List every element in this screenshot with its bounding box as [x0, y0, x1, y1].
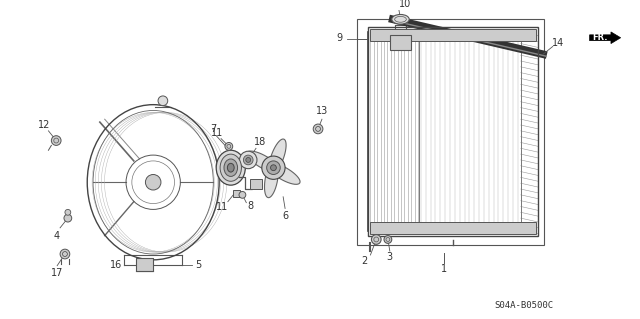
Text: 2: 2 [362, 256, 368, 266]
Circle shape [158, 96, 168, 106]
Circle shape [313, 124, 323, 134]
Text: 1: 1 [440, 263, 447, 274]
Ellipse shape [216, 150, 245, 185]
Polygon shape [269, 139, 286, 174]
Ellipse shape [224, 159, 237, 176]
Circle shape [243, 155, 253, 165]
Text: 11: 11 [211, 128, 223, 138]
Text: 12: 12 [38, 120, 51, 130]
Circle shape [64, 214, 72, 222]
Circle shape [239, 191, 246, 198]
Ellipse shape [220, 154, 241, 181]
Text: 10: 10 [399, 0, 412, 9]
Bar [250, 179, 262, 189]
Ellipse shape [392, 14, 409, 24]
Polygon shape [247, 151, 280, 173]
Circle shape [271, 165, 276, 171]
Circle shape [239, 151, 257, 169]
Polygon shape [268, 163, 300, 184]
Circle shape [262, 156, 285, 179]
Text: 14: 14 [552, 38, 564, 48]
Text: 9: 9 [337, 33, 342, 43]
Text: 17: 17 [51, 268, 63, 278]
Circle shape [225, 143, 233, 150]
Circle shape [246, 158, 251, 162]
Text: 13: 13 [316, 107, 328, 116]
Text: S04A-B0500C: S04A-B0500C [494, 301, 553, 310]
Ellipse shape [227, 163, 234, 172]
Text: 6: 6 [282, 211, 288, 221]
Bar [136, 258, 153, 271]
Text: 18: 18 [253, 137, 266, 147]
Text: 8: 8 [247, 202, 253, 211]
Bar [233, 190, 239, 197]
Circle shape [371, 234, 381, 244]
Text: 3: 3 [387, 252, 393, 262]
Text: 4: 4 [53, 231, 60, 241]
Circle shape [267, 161, 280, 174]
Text: 7: 7 [210, 124, 216, 134]
Polygon shape [589, 32, 621, 44]
Text: 16: 16 [110, 260, 122, 270]
Circle shape [145, 174, 161, 190]
Bar [357, 19, 544, 245]
Circle shape [60, 249, 70, 259]
Circle shape [51, 136, 61, 145]
Bar [369, 27, 538, 236]
Text: 5: 5 [196, 260, 202, 270]
Polygon shape [264, 161, 278, 198]
Bar [371, 29, 536, 41]
Text: FR.: FR. [593, 33, 608, 42]
Circle shape [384, 236, 392, 243]
Bar [390, 35, 411, 50]
Circle shape [65, 209, 71, 215]
Text: 11: 11 [216, 203, 228, 212]
Bar [371, 222, 536, 234]
